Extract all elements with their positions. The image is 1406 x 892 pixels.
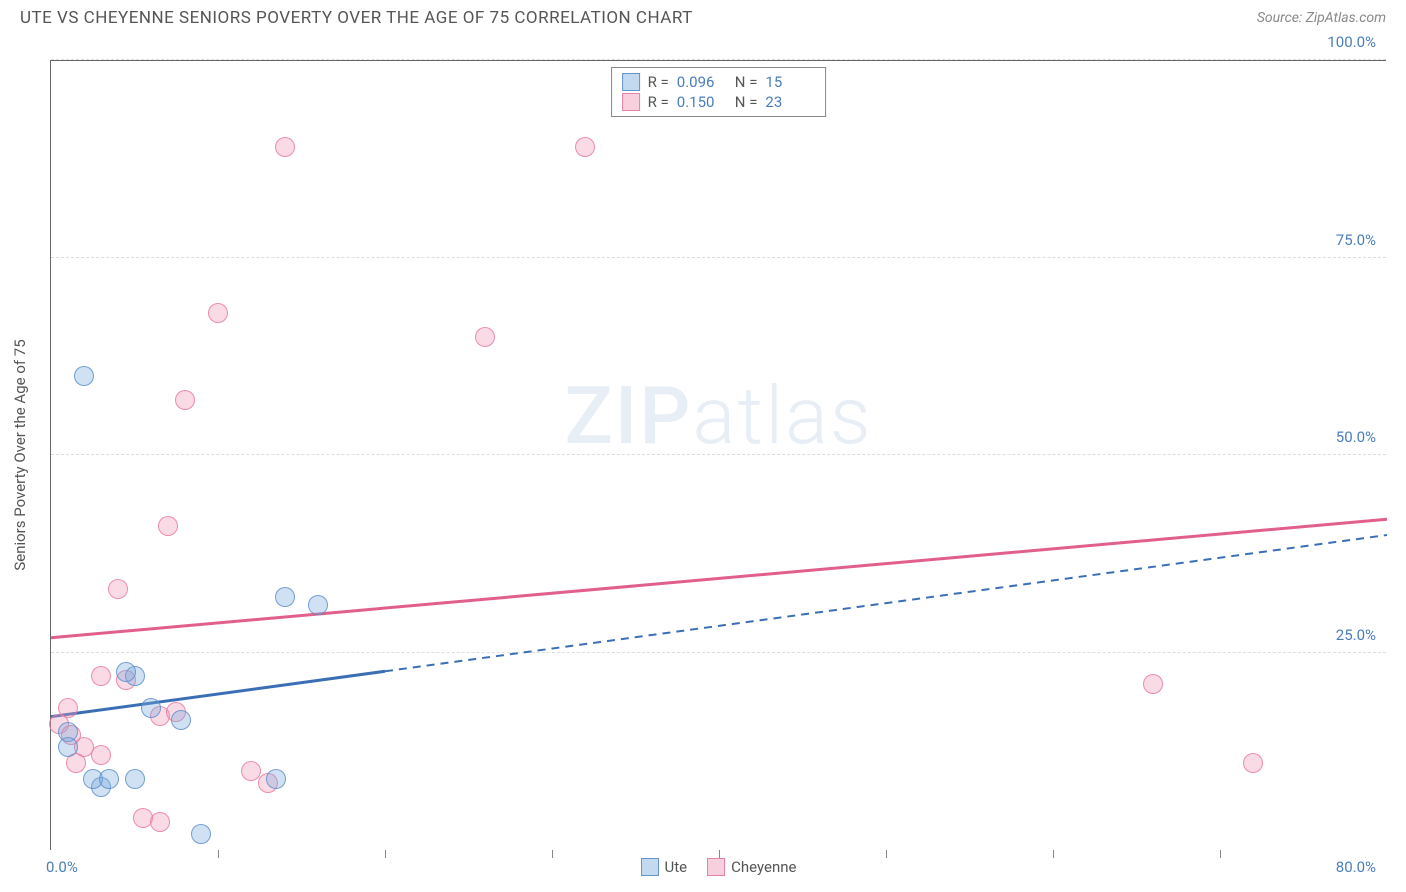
data-point (150, 812, 170, 832)
data-point (266, 769, 286, 789)
data-point (191, 824, 211, 844)
gridline (51, 257, 1386, 258)
data-point (208, 303, 228, 323)
data-point (1143, 674, 1163, 694)
gridline (51, 652, 1386, 653)
data-point (74, 366, 94, 386)
y-tick-label: 100.0% (1327, 33, 1376, 51)
trendlines (51, 61, 1387, 851)
x-axis-min-label: 0.0% (46, 858, 78, 876)
x-tick (218, 850, 219, 858)
data-point (99, 769, 119, 789)
swatch-ute (622, 73, 640, 91)
data-point (141, 698, 161, 718)
data-point (58, 737, 78, 757)
data-point (308, 595, 328, 615)
data-point (175, 390, 195, 410)
data-point (575, 137, 595, 157)
gridline (51, 59, 1386, 60)
chart-header: UTE VS CHEYENNE SENIORS POVERTY OVER THE… (0, 0, 1406, 32)
x-tick (1220, 850, 1221, 858)
x-tick (552, 850, 553, 858)
source-attribution: Source: ZipAtlas.com (1257, 10, 1386, 26)
x-tick (1053, 850, 1054, 858)
chart-title: UTE VS CHEYENNE SENIORS POVERTY OVER THE… (20, 8, 693, 28)
data-point (125, 769, 145, 789)
x-tick (385, 850, 386, 858)
stats-row-ute: R = 0.096 N = 15 (622, 72, 816, 92)
y-axis-label: Seniors Poverty Over the Age of 75 (11, 339, 29, 570)
data-point (158, 516, 178, 536)
data-point (108, 579, 128, 599)
x-tick (719, 850, 720, 858)
data-point (275, 137, 295, 157)
stats-row-cheyenne: R = 0.150 N = 23 (622, 92, 816, 112)
x-axis-max-label: 80.0% (1336, 858, 1376, 876)
y-tick-label: 50.0% (1336, 428, 1376, 446)
legend-item-ute: Ute (641, 858, 688, 876)
series-legend: Ute Cheyenne (641, 858, 797, 876)
legend-item-cheyenne: Cheyenne (707, 858, 796, 876)
data-point (91, 745, 111, 765)
correlation-stats-legend: R = 0.096 N = 15 R = 0.150 N = 23 (611, 67, 827, 117)
data-point (475, 327, 495, 347)
swatch-cheyenne (622, 93, 640, 111)
gridline (51, 454, 1386, 455)
watermark: ZIPatlas (565, 369, 873, 463)
data-point (1243, 753, 1263, 773)
x-tick (886, 850, 887, 858)
y-tick-label: 75.0% (1336, 231, 1376, 249)
swatch-ute (641, 858, 659, 876)
swatch-cheyenne (707, 858, 725, 876)
data-point (91, 666, 111, 686)
data-point (116, 662, 136, 682)
y-tick-label: 25.0% (1336, 626, 1376, 644)
data-point (275, 587, 295, 607)
data-point (171, 710, 191, 730)
scatter-plot-area: ZIPatlas R = 0.096 N = 15 R = 0.150 N = … (50, 60, 1386, 850)
